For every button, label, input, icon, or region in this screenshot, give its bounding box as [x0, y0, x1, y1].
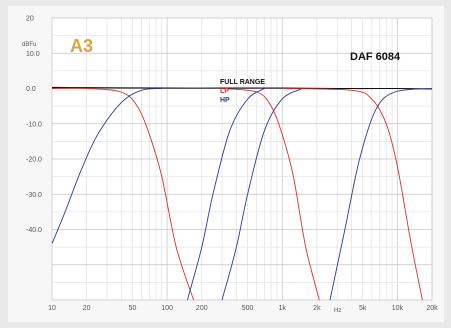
- legend-item: HP: [220, 97, 230, 104]
- axis-tick-labels: 20 10.0 0.0 -10.0 -20.0 -30.0 -40.0 10 20 50 100 20…: [26, 16, 438, 313]
- x-tick-label: 10: [48, 305, 56, 312]
- series-line-hp: [51, 88, 162, 244]
- grid: [51, 17, 433, 301]
- x-axis-label: Hz: [334, 308, 341, 314]
- y-axis-label: dBFu: [22, 42, 36, 48]
- legend-item: LP: [220, 88, 229, 95]
- series-line-full-range: [51, 86, 433, 90]
- x-tick-label: 20k: [426, 305, 438, 312]
- series-line-hp: [329, 88, 433, 301]
- x-tick-label: 10k: [392, 305, 404, 312]
- y-tick-label: -20.0: [26, 157, 42, 164]
- legend: FULL RANGE LP HP: [220, 79, 265, 104]
- curves: [51, 86, 433, 301]
- x-tick-label: 500: [242, 305, 254, 312]
- y-tick-label: -10.0: [26, 121, 42, 128]
- series-line-lp: [282, 88, 423, 301]
- series-line-lp: [51, 87, 195, 301]
- series-line-hp: [221, 88, 303, 301]
- legend-item: FULL RANGE: [220, 79, 265, 86]
- x-tick-label: 20: [83, 305, 91, 312]
- x-tick-label: 5k: [359, 305, 367, 312]
- x-tick-label: 100: [161, 305, 173, 312]
- y-tick-label: -40.0: [26, 227, 42, 234]
- x-tick-label: 200: [196, 305, 208, 312]
- y-tick-label: 10.0: [26, 51, 40, 58]
- y-tick-label: -30.0: [26, 192, 42, 199]
- chart-title: DAF 6084: [350, 51, 401, 63]
- y-tick-label: 20: [26, 16, 34, 23]
- x-tick-label: 50: [129, 305, 137, 312]
- brand-logo: A3: [70, 36, 93, 56]
- series-line-hp: [186, 88, 265, 301]
- x-tick-label: 1k: [279, 305, 287, 312]
- y-tick-label: 0.0: [26, 86, 36, 93]
- x-tick-label: 2k: [313, 305, 321, 312]
